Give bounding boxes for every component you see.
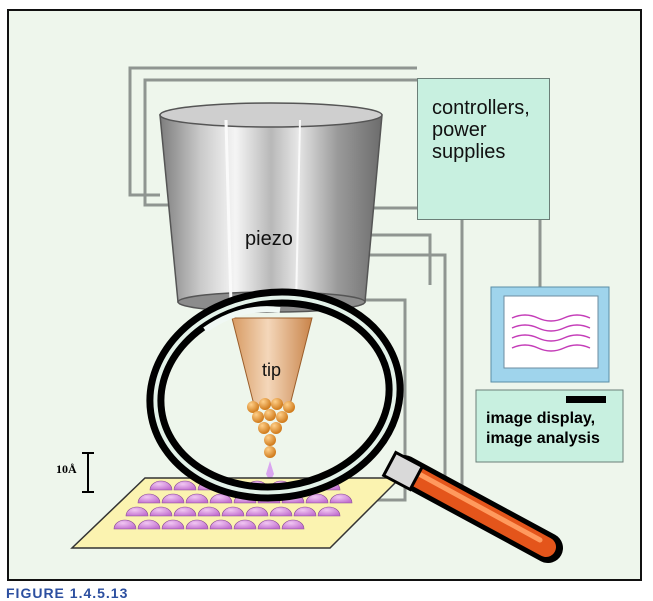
wire-7 [445,220,464,502]
tip-atom-cluster [247,398,295,458]
controller-box [417,78,550,220]
wire-2 [128,66,417,197]
tunneling-current [266,461,274,482]
scale-label: 10Å [56,462,77,476]
display-label: image display, image analysis [486,410,600,447]
figure-caption: FIGURE 1.4.5.13 [6,585,129,601]
controllers-label: controllers, power supplies [432,97,530,163]
wire-5 [355,253,447,505]
piezo-label: piezo [245,228,293,250]
wire-1 [143,78,417,207]
magnifying-glass-icon [146,288,563,563]
monitor [475,286,624,463]
scale-bar [82,452,94,493]
piezo-cylinder [159,102,383,313]
wire-4 [370,233,432,285]
tip-label: tip [262,360,282,380]
